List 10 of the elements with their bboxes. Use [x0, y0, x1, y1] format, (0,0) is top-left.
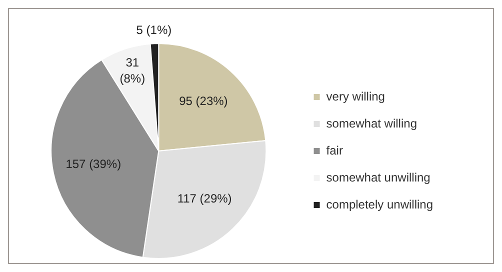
- data-label: 31 (8%): [120, 56, 146, 86]
- legend-label: fair: [326, 143, 343, 158]
- data-label: 157 (39%): [66, 156, 122, 171]
- legend-label: somewhat unwilling: [326, 170, 430, 184]
- legend-label: completely unwilling: [326, 197, 433, 212]
- data-label: 95 (23%): [179, 94, 228, 108]
- legend-label: very willing: [326, 89, 385, 104]
- data-label: 117 (29%): [177, 192, 232, 206]
- data-label: 5 (1%): [136, 23, 172, 38]
- legend-label: somewhat willing: [326, 116, 417, 130]
